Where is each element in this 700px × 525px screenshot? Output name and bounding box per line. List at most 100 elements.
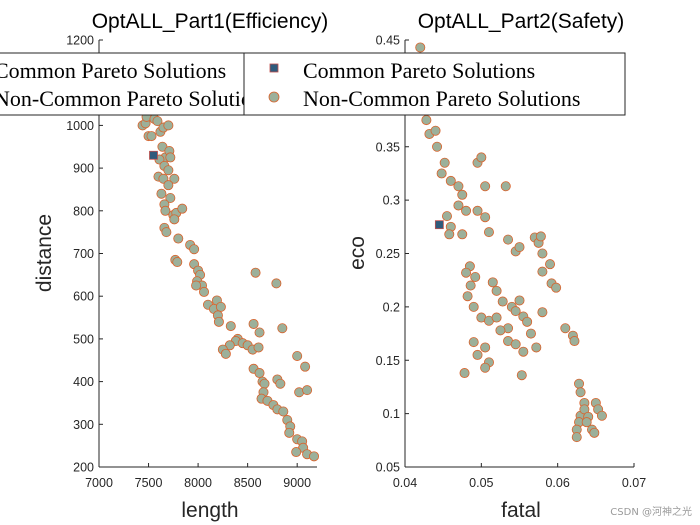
point-noncommon-1-50: [248, 318, 259, 329]
point-noncommon-2-28: [535, 231, 546, 242]
y-tick-label-2-0: 0.05: [376, 461, 400, 475]
point-noncommon-1-68: [250, 267, 261, 278]
point-common-1-0: [149, 150, 158, 160]
point-noncommon-2-11: [461, 205, 472, 216]
y-tick-label-1-2: 400: [73, 375, 94, 389]
point-noncommon-2-9: [453, 200, 464, 211]
point-noncommon-2-81: [596, 410, 607, 421]
y-tick-label-2-1: 0.1: [383, 407, 400, 421]
point-noncommon-2-18: [480, 181, 491, 192]
point-noncommon-2-4: [432, 141, 443, 152]
point-noncommon-2-53: [480, 342, 491, 353]
x-tick-label-2-0: 0.04: [393, 476, 417, 490]
plot-area-1: [137, 111, 320, 462]
point-noncommon-2-61: [516, 370, 527, 381]
point-noncommon-1-70: [277, 323, 288, 334]
point-noncommon-2-35: [461, 267, 472, 278]
point-noncommon-2-70: [575, 387, 586, 398]
point-noncommon-1-35: [172, 257, 183, 268]
chart-title-1: OptALL_Part1(Efficiency): [92, 10, 329, 33]
y-tick-label-2-3: 0.2: [383, 300, 400, 314]
y-tick-label-2-6: 0.35: [376, 140, 400, 154]
point-noncommon-1-33: [189, 244, 200, 255]
y-tick-label-1-6: 800: [73, 204, 94, 218]
point-noncommon-1-19: [169, 173, 180, 184]
y-tick-label-1-8: 1000: [66, 119, 94, 133]
legend-1: Common Pareto Solutions Non-Common Paret…: [0, 52, 271, 116]
y-tick-label-2-2: 0.15: [376, 354, 400, 368]
point-common-2-0: [434, 220, 444, 230]
point-noncommon-1-62: [254, 368, 265, 379]
point-noncommon-2-1: [421, 115, 432, 126]
point-noncommon-1-86: [291, 447, 302, 458]
point-noncommon-2-5: [436, 168, 447, 179]
panel-safety: OptALL_Part2(Safety) 0.04 0.05 0.06 0.070.0…: [346, 10, 646, 522]
point-noncommon-2-45: [491, 312, 502, 323]
point-noncommon-1-28: [169, 214, 180, 225]
point-noncommon-1-31: [173, 233, 184, 244]
x-tick-label-1-1: 7500: [135, 476, 163, 490]
point-noncommon-1-13: [165, 152, 176, 163]
point-noncommon-2-38: [462, 291, 473, 302]
point-noncommon-2-40: [487, 277, 498, 288]
point-noncommon-1-56: [220, 348, 231, 359]
point-noncommon-1-64: [259, 378, 270, 389]
point-noncommon-2-59: [510, 339, 521, 350]
point-noncommon-1-51: [254, 327, 265, 338]
plot-area-2: [415, 42, 607, 443]
y-tick-label-1-5: 700: [73, 247, 94, 261]
watermark: CSDN @河神之光: [610, 505, 692, 518]
point-noncommon-2-6: [439, 157, 450, 168]
point-noncommon-2-83: [581, 417, 592, 428]
point-noncommon-1-80: [300, 361, 311, 372]
point-noncommon-1-3: [146, 131, 157, 142]
point-noncommon-2-19: [472, 205, 483, 216]
legend-noncommon-circle-icon: [268, 91, 280, 103]
point-noncommon-1-60: [253, 342, 264, 353]
point-noncommon-2-14: [444, 229, 455, 240]
point-noncommon-2-36: [470, 271, 481, 282]
x-tick-label-1-3: 8500: [234, 476, 262, 490]
point-noncommon-1-6: [152, 116, 163, 127]
x-tick-label-1-4: 9000: [283, 476, 311, 490]
point-noncommon-2-31: [537, 266, 548, 277]
point-noncommon-2-8: [453, 181, 464, 192]
point-noncommon-2-69: [574, 378, 585, 389]
point-noncommon-2-15: [457, 229, 468, 240]
point-noncommon-2-29: [537, 248, 548, 259]
point-noncommon-1-49: [225, 321, 236, 332]
y-tick-label-2-5: 0.3: [383, 194, 400, 208]
point-noncommon-2-33: [551, 282, 562, 293]
point-noncommon-2-75: [571, 432, 582, 443]
y-axis-label-2: eco: [346, 236, 369, 270]
y-tick-label-2-8: 0.45: [376, 34, 400, 48]
point-noncommon-2-68: [569, 336, 580, 347]
point-noncommon-2-63: [525, 328, 536, 339]
legend-common-square-icon: [269, 63, 279, 73]
point-noncommon-2-25: [514, 242, 525, 253]
point-noncommon-2-52: [472, 349, 483, 360]
point-noncommon-1-21: [156, 188, 167, 199]
point-noncommon-2-65: [537, 307, 548, 318]
point-noncommon-1-72: [275, 378, 286, 389]
point-noncommon-1-9: [163, 120, 174, 131]
point-noncommon-2-37: [465, 280, 476, 291]
point-noncommon-2-20: [480, 212, 491, 223]
chart-title-2: OptALL_Part2(Safety): [418, 10, 625, 33]
y-axis-label-1: distance: [33, 214, 56, 292]
point-noncommon-1-42: [199, 286, 210, 297]
point-noncommon-2-10: [457, 189, 468, 200]
legend-1-box: [0, 52, 251, 116]
legend-1-entry-noncommon: Non-Common Pareto Solutions: [0, 86, 271, 111]
point-noncommon-2-62: [522, 316, 533, 327]
legend-2: Common Pareto Solutions Non-Common Paret…: [243, 52, 626, 116]
point-noncommon-1-88: [309, 451, 320, 462]
legend-2-box: [243, 52, 626, 116]
point-noncommon-2-39: [468, 301, 479, 312]
y-tick-label-1-3: 500: [73, 332, 94, 346]
x-axis-label-2: fatal: [501, 499, 541, 522]
point-noncommon-2-3: [430, 125, 441, 136]
point-noncommon-2-66: [560, 323, 571, 334]
point-noncommon-1-48: [213, 316, 224, 327]
